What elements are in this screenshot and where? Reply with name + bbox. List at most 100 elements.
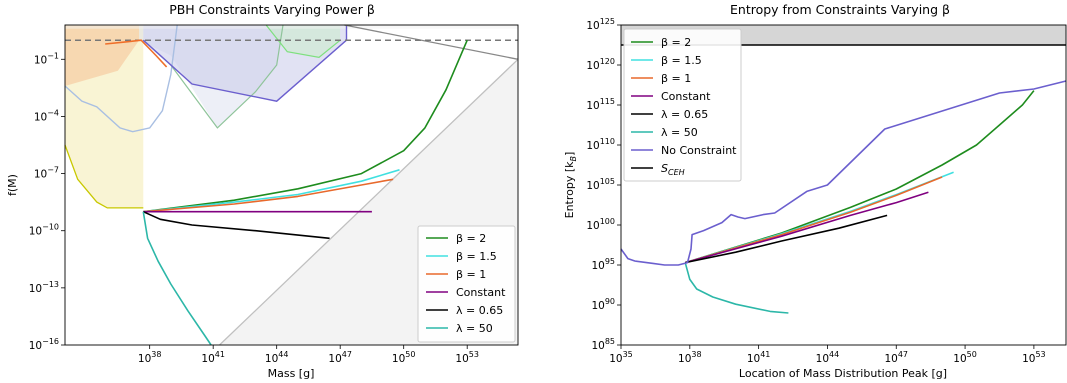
left-y-tick-base-4: 10 xyxy=(29,283,42,295)
right-x-tick-base-6: 10 xyxy=(1022,353,1035,365)
left-x-tick-label-1: 1041 xyxy=(201,350,225,365)
right-y-ticks: 1085109010951010010105101101011510120101… xyxy=(586,17,621,352)
right-legend-label-sceh: SCEH xyxy=(661,162,685,177)
right-y-tick-exp-0: 85 xyxy=(605,337,615,346)
right-x-tick-exp-2: 41 xyxy=(760,350,770,359)
right-y-tick-label-1: 1090 xyxy=(591,297,615,312)
right-legend-box xyxy=(623,28,742,182)
right-y-tick-exp-1: 90 xyxy=(605,297,615,306)
right-x-tick-exp-0: 35 xyxy=(623,350,633,359)
left-boundary-6 xyxy=(219,58,519,346)
right-y-tick-label-0: 1085 xyxy=(591,337,615,352)
right-y-tick-exp-7: 120 xyxy=(600,57,615,66)
right-y-tick-label-7: 10120 xyxy=(586,57,615,72)
right-legend-label-sceh-sub: CEH xyxy=(668,168,685,177)
left-legend-label-beta1: β = 1 xyxy=(456,268,486,281)
right-y-tick-base-3: 10 xyxy=(586,220,599,232)
right-series-no-constraint xyxy=(620,80,1067,266)
left-y-tick-exp-1: −4 xyxy=(47,108,59,117)
right-x-tick-label-2: 1041 xyxy=(747,350,771,365)
left-legend: β = 2 β = 1.5 β = 1 Constant λ = 0.65 λ … xyxy=(417,225,516,343)
right-y-tick-label-2: 1095 xyxy=(591,257,615,272)
right-x-axis-label: Location of Mass Distribution Peak [g] xyxy=(739,367,947,380)
left-x-tick-base-4: 10 xyxy=(392,353,405,365)
left-series-2 xyxy=(143,39,468,213)
right-x-tick-exp-6: 53 xyxy=(1035,350,1045,359)
right-series-constant xyxy=(684,191,929,264)
right-legend-label-beta2: β = 2 xyxy=(661,36,691,49)
left-series-1-5 xyxy=(143,169,400,213)
left-region-0 xyxy=(65,25,144,208)
left-x-tick-base-3: 10 xyxy=(328,353,341,365)
right-series-1-5 xyxy=(684,171,954,264)
left-x-tick-base-0: 10 xyxy=(138,353,151,365)
left-y-tick-base-2: 10 xyxy=(34,169,47,181)
right-chart: Entropy from Constraints Varying β 1035 1… xyxy=(563,2,1067,380)
right-y-axis-label-end: ] xyxy=(563,152,576,156)
left-y-tick-label-5: 10−16 xyxy=(29,337,59,352)
right-x-tick-base-5: 10 xyxy=(953,353,966,365)
right-y-tick-base-1: 10 xyxy=(591,300,604,312)
left-y-tick-exp-2: −7 xyxy=(47,166,59,175)
left-series-extra-6 xyxy=(105,39,168,68)
right-x-tick-base-3: 10 xyxy=(816,353,829,365)
left-legend-label-constant: Constant xyxy=(456,286,506,299)
left-x-tick-exp-5: 53 xyxy=(469,350,479,359)
left-y-tick-base-5: 10 xyxy=(29,340,42,352)
right-series-2 xyxy=(684,90,1035,264)
left-x-tick-label-2: 1044 xyxy=(265,350,289,365)
left-x-tick-base-5: 10 xyxy=(455,353,468,365)
left-x-tick-exp-2: 44 xyxy=(278,350,288,359)
left-x-tick-base-1: 10 xyxy=(201,353,214,365)
right-y-tick-base-6: 10 xyxy=(586,100,599,112)
right-x-ticks: 1035 1038 1041 1044 1047 1050 1053 xyxy=(609,345,1046,365)
left-region-3 xyxy=(143,25,347,102)
right-legend: β = 2 β = 1.5 β = 1 Constant λ = 0.65 λ … xyxy=(623,28,742,182)
right-x-tick-label-4: 1047 xyxy=(884,350,908,365)
left-x-tick-label-3: 1047 xyxy=(328,350,352,365)
left-legend-label-beta2: β = 2 xyxy=(456,232,486,245)
right-x-tick-exp-1: 38 xyxy=(691,350,701,359)
left-y-tick-label-0: 10−1 xyxy=(34,51,59,66)
left-x-ticks: 1038 1041 1044 1047 1050 1053 xyxy=(138,345,479,365)
left-region-4 xyxy=(266,25,341,58)
left-series-0-65 xyxy=(142,210,330,240)
right-x-tick-label-3: 1044 xyxy=(816,350,840,365)
left-x-tick-label-5: 1053 xyxy=(455,350,479,365)
left-y-tick-exp-0: −1 xyxy=(47,51,59,60)
right-x-tick-base-4: 10 xyxy=(884,353,897,365)
right-x-tick-exp-3: 44 xyxy=(829,350,839,359)
right-y-tick-label-4: 10105 xyxy=(586,177,615,192)
right-y-tick-exp-6: 115 xyxy=(600,97,615,106)
right-x-tick-base-1: 10 xyxy=(678,353,691,365)
left-y-tick-label-3: 10−10 xyxy=(29,223,59,238)
left-y-tick-exp-3: −10 xyxy=(42,223,59,232)
left-y-tick-label-2: 10−7 xyxy=(34,166,59,181)
right-legend-label-sceh-main: S xyxy=(661,162,668,175)
right-y-tick-exp-5: 110 xyxy=(600,137,615,146)
left-legend-label-beta15: β = 1.5 xyxy=(456,250,497,263)
right-series-50 xyxy=(684,262,789,314)
right-y-tick-label-3: 10100 xyxy=(586,217,615,232)
left-y-tick-base-0: 10 xyxy=(34,54,47,66)
right-y-axis-label-main: Entropy [k xyxy=(563,161,576,219)
left-chart: PBH Constraints Varying Power β 1038 1041… xyxy=(6,2,519,380)
left-x-axis-label: Mass [g] xyxy=(268,367,315,380)
right-x-tick-base-0: 10 xyxy=(609,353,622,365)
right-y-tick-base-8: 10 xyxy=(586,20,599,32)
right-legend-label-constant: Constant xyxy=(661,90,711,103)
right-x-tick-label-6: 1053 xyxy=(1022,350,1046,365)
right-series-0-65 xyxy=(685,214,888,264)
left-y-tick-base-1: 10 xyxy=(34,111,47,123)
right-x-tick-label-1: 1038 xyxy=(678,350,702,365)
left-legend-label-lambda50: λ = 50 xyxy=(456,322,493,335)
right-y-tick-label-5: 10110 xyxy=(586,137,615,152)
right-y-tick-base-5: 10 xyxy=(586,140,599,152)
left-boundary-5 xyxy=(344,24,519,60)
right-series-1 xyxy=(684,176,943,264)
right-y-tick-exp-8: 125 xyxy=(600,17,615,26)
right-y-tick-exp-2: 95 xyxy=(605,257,615,266)
right-legend-label-lambda50: λ = 50 xyxy=(661,126,698,139)
